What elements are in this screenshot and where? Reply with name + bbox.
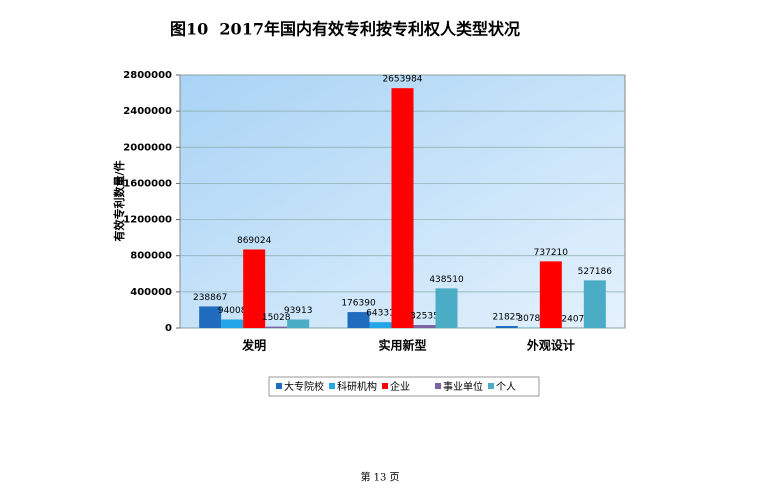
bar (221, 320, 243, 328)
bar (370, 322, 392, 328)
bar (287, 320, 309, 328)
y-axis-label: 有效专利数量/件 (112, 160, 126, 241)
legend-swatch (382, 383, 388, 389)
y-tick-label: 1200000 (123, 215, 172, 226)
x-tick-label: 实用新型 (378, 338, 426, 353)
bar (584, 280, 606, 328)
bar (436, 288, 458, 328)
legend-swatch (488, 383, 494, 389)
data-label: 2653984 (382, 75, 422, 85)
y-tick-label: 800000 (130, 251, 172, 262)
legend-swatch (276, 383, 282, 389)
data-label: 737210 (534, 248, 569, 258)
y-tick-label: 400000 (130, 287, 172, 298)
data-label: 869024 (237, 236, 272, 246)
data-label: 3078 (517, 314, 540, 324)
legend-label: 事业单位 (443, 380, 483, 393)
x-tick-label: 发明 (241, 338, 266, 353)
data-label: 527186 (578, 267, 613, 277)
legend-label: 大专院校 (284, 380, 324, 393)
y-tick-label: 2800000 (123, 70, 172, 81)
bar (540, 261, 562, 328)
legend-swatch (435, 383, 441, 389)
footer: 第 13 页 (360, 471, 399, 484)
data-label: 93913 (284, 306, 313, 316)
y-tick-label: 1600000 (123, 178, 172, 189)
data-label: 2407 (561, 314, 584, 324)
data-label: 32535 (410, 312, 439, 322)
bar (265, 327, 287, 328)
data-label: 176390 (341, 299, 376, 309)
data-label: 64331 (366, 309, 395, 319)
y-tick-label: 2400000 (123, 106, 172, 117)
legend-label: 企业 (390, 380, 410, 393)
bar (414, 325, 436, 328)
y-tick-label: 0 (165, 323, 172, 334)
data-label: 238867 (193, 293, 227, 303)
y-tick-label: 2000000 (123, 142, 172, 153)
data-label: 94008 (218, 306, 247, 316)
data-label: 438510 (429, 275, 464, 285)
chart-title: 图10 2017年国内有效专利按专利权人类型状况 (170, 20, 520, 39)
legend-swatch (329, 383, 335, 389)
x-tick-label: 外观设计 (527, 338, 575, 353)
bar (496, 326, 518, 328)
legend-label: 科研机构 (337, 380, 377, 393)
bar (392, 88, 414, 328)
legend-label: 个人 (496, 381, 516, 393)
